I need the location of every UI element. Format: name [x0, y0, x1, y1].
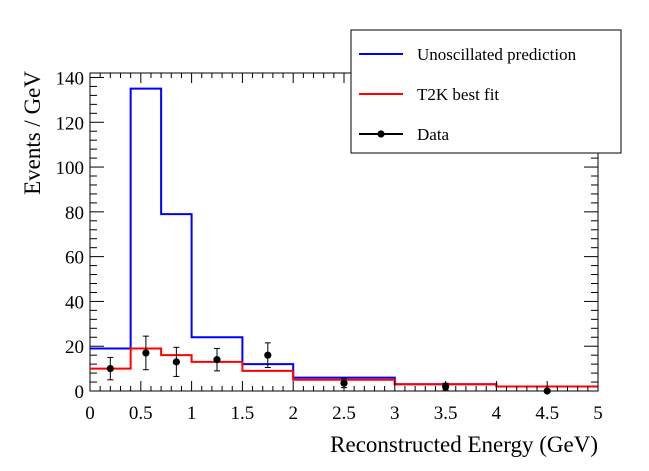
legend-label-data: Data: [417, 125, 450, 144]
y-tick-label: 120: [56, 113, 85, 134]
y-tick-label: 140: [56, 68, 85, 89]
x-tick-label: 0.5: [129, 403, 153, 424]
y-axis-title: Events / GeV: [20, 71, 45, 195]
legend-marker-data: [377, 130, 385, 138]
legend-box: [350, 29, 622, 154]
data-point: [264, 351, 272, 359]
legend-label-unoscillated-prediction: Unoscillated prediction: [417, 45, 577, 64]
y-tick-label: 100: [56, 158, 85, 179]
x-tick-label: 1: [187, 403, 197, 424]
x-axis-title: Reconstructed Energy (GeV): [330, 432, 598, 457]
x-tick-label: 4.5: [535, 403, 559, 424]
data-point: [172, 358, 180, 366]
data-point: [142, 349, 150, 357]
x-tick-label: 0: [85, 403, 95, 424]
x-tick-label: 3: [390, 403, 400, 424]
x-tick-label: 4: [492, 403, 502, 424]
y-tick-label: 20: [65, 337, 84, 358]
x-tick-label: 1.5: [231, 403, 255, 424]
y-tick-label: 60: [65, 248, 84, 269]
data-point: [213, 356, 221, 364]
data-point: [106, 365, 114, 373]
legend-label-t2k-best-fit: T2K best fit: [417, 85, 499, 104]
x-tick-label: 5: [593, 403, 603, 424]
y-tick-label: 80: [65, 203, 84, 224]
x-tick-label: 3.5: [434, 403, 458, 424]
x-tick-label: 2: [288, 403, 298, 424]
y-tick-label: 0: [75, 382, 85, 403]
y-tick-label: 40: [65, 292, 84, 313]
x-tick-label: 2.5: [332, 403, 356, 424]
